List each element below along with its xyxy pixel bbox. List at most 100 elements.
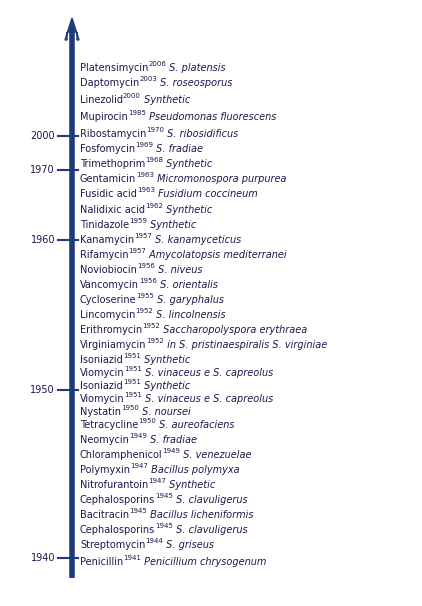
Text: 1950: 1950 — [121, 405, 139, 411]
Text: 1949: 1949 — [162, 448, 181, 454]
Text: 1957: 1957 — [129, 248, 146, 254]
Text: Noviobiocin: Noviobiocin — [80, 265, 137, 275]
Text: Vancomycin: Vancomycin — [80, 280, 139, 290]
Text: S. clavuligerus: S. clavuligerus — [173, 525, 248, 535]
Text: Isoniazid: Isoniazid — [80, 381, 123, 391]
Text: 2003: 2003 — [139, 76, 157, 82]
Text: S. garyphalus: S. garyphalus — [154, 295, 225, 305]
Text: Kanamycin: Kanamycin — [80, 235, 134, 245]
Text: 1952: 1952 — [146, 338, 164, 344]
Text: Lincomycin: Lincomycin — [80, 310, 135, 320]
Text: 1940: 1940 — [30, 553, 55, 563]
Text: 1945: 1945 — [129, 508, 147, 514]
Text: S. clavuligerus: S. clavuligerus — [173, 495, 248, 505]
Text: 1951: 1951 — [124, 366, 143, 372]
Text: Nalidixic acid: Nalidixic acid — [80, 205, 145, 215]
Text: Synthetic: Synthetic — [163, 205, 212, 215]
Text: 2006: 2006 — [149, 61, 166, 67]
Text: Synthetic: Synthetic — [141, 381, 190, 391]
Text: 1952: 1952 — [135, 308, 153, 314]
Text: Isoniazid: Isoniazid — [80, 355, 123, 365]
Text: Synthetic: Synthetic — [141, 355, 190, 365]
Text: 1945: 1945 — [155, 493, 173, 499]
Text: Virginiamycin: Virginiamycin — [80, 340, 146, 350]
Text: Rifamycin: Rifamycin — [80, 250, 129, 260]
Text: 1969: 1969 — [135, 142, 153, 148]
Text: Fusidic acid: Fusidic acid — [80, 189, 137, 199]
Text: 1963: 1963 — [136, 172, 154, 178]
Text: S. griseus: S. griseus — [163, 540, 214, 550]
Text: 1950: 1950 — [30, 385, 55, 395]
Text: S. vinaceus e S. capreolus: S. vinaceus e S. capreolus — [143, 394, 274, 404]
Text: S. lincolnensis: S. lincolnensis — [153, 310, 226, 320]
Text: 2000: 2000 — [123, 93, 141, 99]
Text: S. aureofaciens: S. aureofaciens — [156, 420, 235, 430]
Text: S. venezuelae: S. venezuelae — [181, 450, 252, 460]
Text: Tetracycline: Tetracycline — [80, 420, 138, 430]
Text: Mupirocin: Mupirocin — [80, 112, 128, 122]
Text: 1956: 1956 — [139, 278, 157, 284]
Text: Synthetic: Synthetic — [166, 480, 215, 490]
Text: S. noursei: S. noursei — [139, 407, 191, 417]
Text: Streptomycin: Streptomycin — [80, 540, 145, 550]
Text: 1941: 1941 — [123, 555, 141, 561]
Text: Fusidium coccineum: Fusidium coccineum — [155, 189, 257, 199]
Text: Chloramphenicol: Chloramphenicol — [80, 450, 162, 460]
Text: Cephalosporins: Cephalosporins — [80, 495, 155, 505]
Text: 1955: 1955 — [137, 293, 154, 299]
Text: S. niveus: S. niveus — [155, 265, 202, 275]
Text: Neomycin: Neomycin — [80, 435, 129, 445]
Text: 1985: 1985 — [128, 110, 146, 116]
Text: 1951: 1951 — [123, 353, 141, 359]
Text: 1960: 1960 — [30, 235, 55, 245]
Text: Gentamicin: Gentamicin — [80, 174, 136, 184]
Text: Micromonospora purpurea: Micromonospora purpurea — [154, 174, 287, 184]
Text: Synthetic: Synthetic — [163, 159, 213, 169]
Text: S. roseosporus: S. roseosporus — [157, 78, 233, 88]
Text: 1947: 1947 — [148, 478, 166, 484]
Text: Daptomycin: Daptomycin — [80, 78, 139, 88]
Text: 1956: 1956 — [137, 263, 155, 269]
Text: Linezolid: Linezolid — [80, 95, 123, 105]
Text: Tinidazole: Tinidazole — [80, 220, 129, 230]
Text: 1951: 1951 — [124, 392, 143, 398]
Text: 1959: 1959 — [129, 218, 147, 224]
Text: 1945: 1945 — [155, 523, 173, 529]
Text: S. orientalis: S. orientalis — [157, 280, 218, 290]
Text: S. fradiae: S. fradiae — [153, 144, 203, 154]
Text: 1950: 1950 — [138, 418, 156, 424]
Text: Viomycin: Viomycin — [80, 368, 124, 378]
Text: 1970: 1970 — [146, 127, 165, 133]
Text: 2000: 2000 — [30, 131, 55, 141]
Text: S. kanamyceticus: S. kanamyceticus — [152, 235, 241, 245]
Text: Amycolatopsis mediterranei: Amycolatopsis mediterranei — [146, 250, 287, 260]
Text: Nystatin: Nystatin — [80, 407, 121, 417]
Text: Cephalosporins: Cephalosporins — [80, 525, 155, 535]
Text: Trimethoprim: Trimethoprim — [80, 159, 145, 169]
Text: Viomycin: Viomycin — [80, 394, 124, 404]
Text: Synthetic: Synthetic — [141, 95, 190, 105]
Text: Bacitracin: Bacitracin — [80, 510, 129, 520]
Text: Penicillium chrysogenum: Penicillium chrysogenum — [141, 557, 267, 567]
Text: Polymyxin: Polymyxin — [80, 465, 130, 475]
Text: Penicillin: Penicillin — [80, 557, 123, 567]
Text: Cycloserine: Cycloserine — [80, 295, 137, 305]
Text: 1947: 1947 — [130, 463, 148, 469]
Text: Fosfomycin: Fosfomycin — [80, 144, 135, 154]
Text: S. fradiae: S. fradiae — [147, 435, 197, 445]
Text: Pseudomonas fluorescens: Pseudomonas fluorescens — [146, 112, 276, 122]
Text: 1957: 1957 — [134, 233, 152, 239]
Text: S. platensis: S. platensis — [166, 63, 226, 73]
Text: 1968: 1968 — [145, 157, 163, 163]
Text: Synthetic: Synthetic — [147, 220, 196, 230]
Text: 1963: 1963 — [137, 187, 155, 193]
Text: 1944: 1944 — [145, 538, 163, 544]
Text: S. ribosidificus: S. ribosidificus — [165, 129, 238, 139]
Text: 1962: 1962 — [145, 203, 163, 209]
Text: Erithromycin: Erithromycin — [80, 325, 142, 335]
Text: S. vinaceus e S. capreolus: S. vinaceus e S. capreolus — [143, 368, 274, 378]
Text: 1951: 1951 — [123, 379, 141, 385]
FancyArrow shape — [65, 18, 79, 40]
Text: 1952: 1952 — [142, 323, 160, 329]
Text: Ribostamycin: Ribostamycin — [80, 129, 146, 139]
